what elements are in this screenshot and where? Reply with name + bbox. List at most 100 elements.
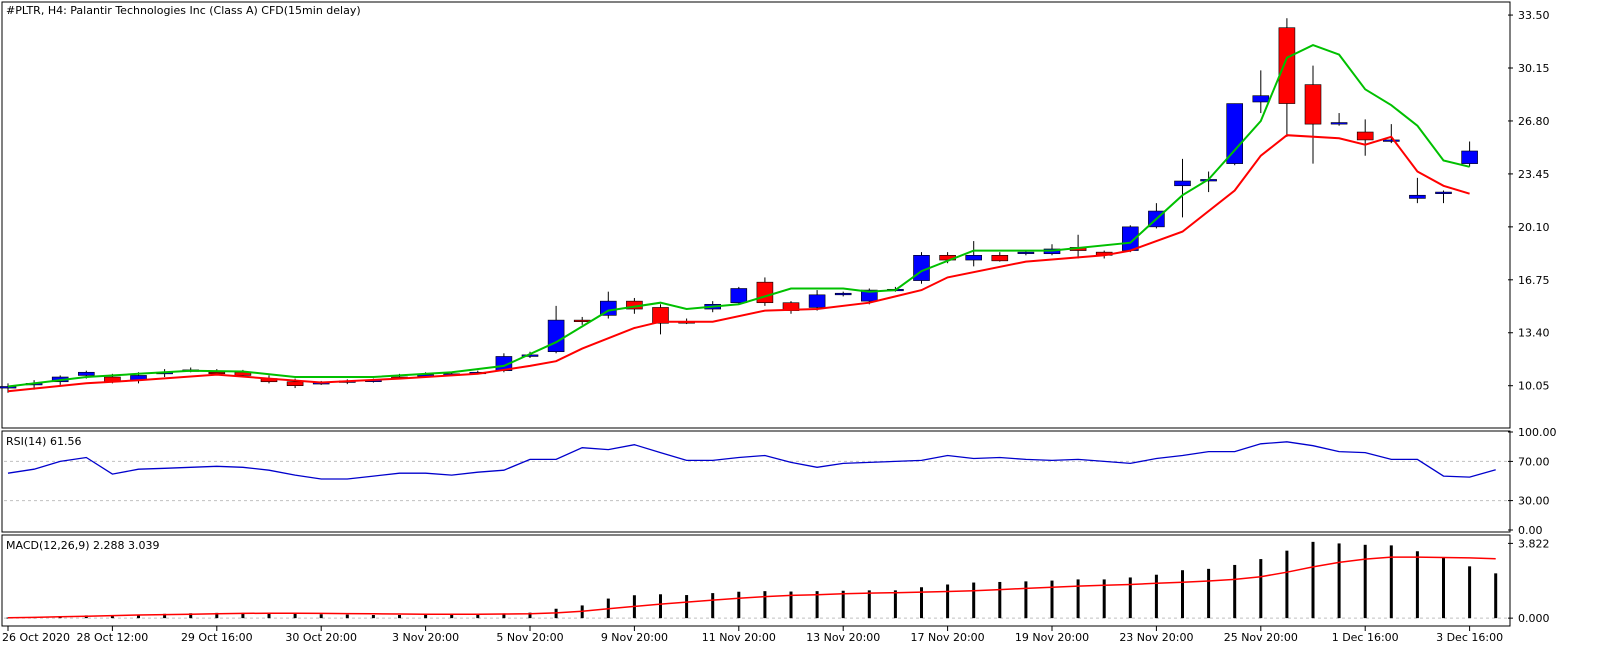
- candle[interactable]: [1330, 113, 1348, 126]
- candle-body-bull: [730, 288, 748, 304]
- candle-body-bull: [834, 292, 852, 296]
- candle-body-bull: [1383, 139, 1400, 142]
- candle[interactable]: [1304, 65, 1322, 164]
- macd-bar: [1468, 566, 1472, 619]
- candle[interactable]: [1461, 141, 1478, 167]
- macd-bar: [293, 613, 297, 619]
- macd-bar: [215, 612, 219, 619]
- candle-body-bear: [1356, 131, 1374, 141]
- candle-body-bull: [1017, 251, 1035, 254]
- candle-body-bull: [1226, 103, 1243, 164]
- candle-body-bull: [547, 319, 565, 353]
- macd-bar: [946, 584, 950, 619]
- rsi-series: [7, 441, 1496, 480]
- candle[interactable]: [1435, 190, 1452, 204]
- candle[interactable]: [730, 286, 748, 305]
- candle[interactable]: [1409, 177, 1426, 204]
- macd-label: MACD(12,26,9) 2.288 3.039: [6, 539, 160, 552]
- ma-slow-line: [7, 134, 1470, 393]
- macd-bar: [1494, 573, 1498, 619]
- candle[interactable]: [599, 291, 617, 319]
- macd-bar: [1233, 564, 1237, 619]
- macd-y-axis: 3.822 0.000: [1508, 537, 1550, 625]
- candle-body-bull: [1174, 180, 1191, 187]
- price-tick-label: 33.50: [1518, 9, 1550, 22]
- candle[interactable]: [1226, 103, 1243, 166]
- macd-bar: [1076, 579, 1080, 619]
- candle[interactable]: [1252, 70, 1270, 114]
- macd-bar: [1024, 581, 1028, 619]
- macd-bar: [867, 590, 871, 619]
- macd-bar: [685, 595, 689, 619]
- candle-body-bull: [1435, 191, 1452, 194]
- candle-body-bear: [286, 381, 304, 386]
- candle[interactable]: [547, 305, 565, 354]
- price-tick-label: 13.40: [1518, 327, 1550, 340]
- candle-body-bull: [965, 255, 983, 261]
- x-tick-label: 9 Nov 20:00: [601, 631, 668, 644]
- macd-bar: [737, 591, 741, 619]
- macd-bar: [371, 615, 375, 619]
- candle[interactable]: [965, 241, 983, 267]
- x-tick-label: 28 Oct 12:00: [77, 631, 149, 644]
- candle[interactable]: [1174, 158, 1191, 218]
- macd-bar: [241, 612, 245, 619]
- candle[interactable]: [991, 252, 1009, 262]
- candle-body-bear: [991, 255, 1009, 262]
- ma-fast-line: [7, 44, 1470, 388]
- rsi-line: [7, 441, 1496, 480]
- macd-bar: [711, 593, 715, 619]
- macd-bar: [659, 594, 662, 619]
- rsi-tick-label: 100.00: [1518, 426, 1557, 439]
- macd-bar: [1128, 577, 1132, 619]
- macd-bar: [841, 590, 845, 619]
- candle[interactable]: [834, 291, 852, 297]
- rsi-levels: [4, 460, 1508, 502]
- candle[interactable]: [652, 304, 669, 335]
- macd-bar: [1154, 574, 1158, 619]
- time-x-axis: 26 Oct 2020 28 Oct 12:00 29 Oct 16:00 30 Oc…: [2, 626, 1503, 644]
- candle[interactable]: [1278, 18, 1296, 137]
- macd-bar: [1415, 551, 1419, 619]
- candle-body-bull: [808, 294, 826, 308]
- x-tick-label: 30 Oct 20:00: [285, 631, 357, 644]
- rsi-tick-label: 70.00: [1518, 455, 1550, 468]
- macd-bar: [763, 591, 767, 619]
- price-candles[interactable]: [0, 18, 1478, 393]
- candle-body-bull: [1409, 194, 1426, 199]
- x-tick-label: 23 Nov 20:00: [1119, 631, 1193, 644]
- macd-bar: [1207, 568, 1211, 619]
- candle-body-bull: [1330, 122, 1348, 125]
- macd-bar: [450, 614, 454, 619]
- candle-body-bull: [860, 289, 878, 302]
- candle-body-bear: [756, 281, 774, 304]
- macd-bar: [920, 587, 923, 619]
- macd-bar: [1337, 543, 1341, 619]
- x-tick-label: 5 Nov 20:00: [496, 631, 563, 644]
- candle[interactable]: [1356, 119, 1374, 156]
- macd-bar: [1363, 544, 1367, 619]
- candle[interactable]: [782, 301, 800, 314]
- macd-bar: [476, 614, 480, 619]
- price-tick-label: 16.75: [1518, 274, 1550, 287]
- chart-title: #PLTR, H4: Palantir Technologies Inc (Cl…: [6, 4, 361, 17]
- macd-signal-series: [7, 556, 1496, 619]
- macd-tick-label: 0.000: [1518, 612, 1550, 625]
- rsi-tick-label: 0.00: [1518, 524, 1543, 537]
- price-tick-label: 23.45: [1518, 168, 1550, 181]
- candle[interactable]: [808, 290, 826, 311]
- candle[interactable]: [1122, 225, 1139, 253]
- price-tick-label: 10.05: [1518, 380, 1550, 393]
- macd-bar: [345, 614, 349, 619]
- macd-bar: [137, 614, 140, 619]
- candle[interactable]: [756, 277, 774, 306]
- macd-bar: [424, 615, 428, 619]
- moving-averages: [7, 44, 1470, 393]
- macd-bar: [319, 614, 323, 619]
- rsi-label: RSI(14) 61.56: [6, 435, 81, 448]
- price-tick-label: 20.10: [1518, 221, 1550, 234]
- macd-bar: [998, 581, 1002, 619]
- macd-bar: [815, 591, 819, 619]
- candle[interactable]: [1383, 124, 1400, 144]
